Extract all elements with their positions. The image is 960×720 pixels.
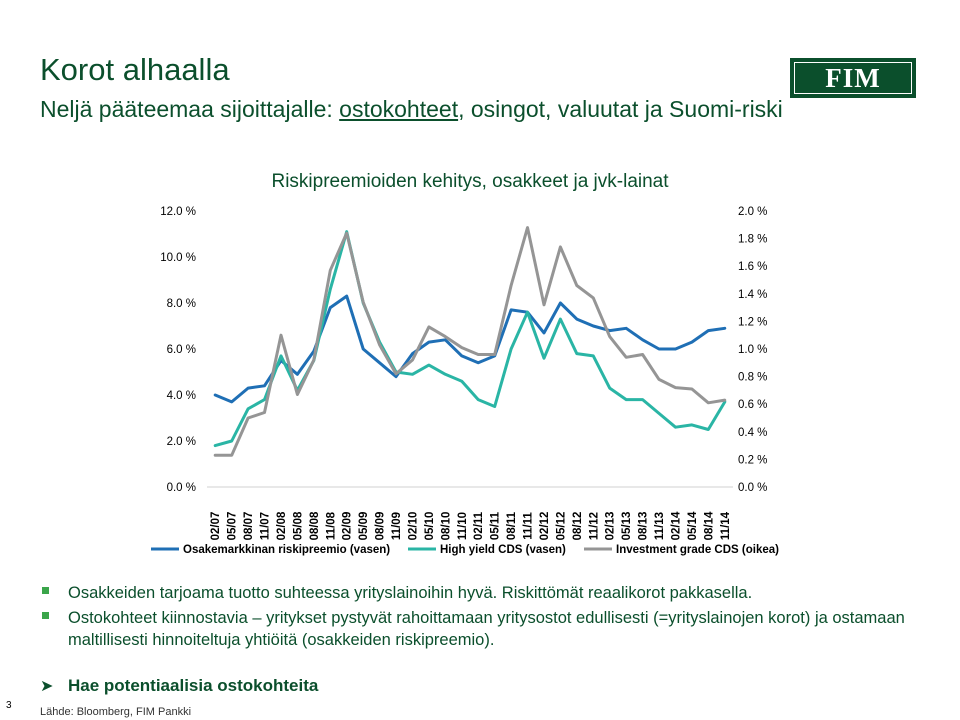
right-axis-tick-label: 2.0 % xyxy=(738,206,767,218)
legend-label: High yield CDS (vasen) xyxy=(440,544,566,556)
right-axis-tick-label: 0.4 % xyxy=(738,427,767,439)
left-axis-tick-label: 12.0 % xyxy=(160,206,196,218)
right-axis-tick-label: 0.8 % xyxy=(738,372,767,384)
bullet-list: Osakkeiden tarjoama tuotto suhteessa yri… xyxy=(40,582,940,654)
bullet-square-icon xyxy=(42,587,49,594)
x-axis-tick-label: 02/10 xyxy=(407,512,419,541)
x-axis-tick-label: 02/07 xyxy=(210,512,222,541)
x-axis-tick-label: 02/09 xyxy=(342,512,354,541)
x-axis-tick-label: 05/13 xyxy=(621,512,633,541)
x-axis-tick-label: 05/14 xyxy=(687,511,699,540)
legend-label: Osakemarkkinan riskipreemio (vasen) xyxy=(183,544,390,556)
x-axis-tick-label: 08/13 xyxy=(638,512,650,541)
right-axis-tick-label: 1.2 % xyxy=(738,316,767,328)
x-axis-tick-label: 02/13 xyxy=(605,512,617,541)
x-axis-tick-label: 08/12 xyxy=(572,512,584,541)
x-axis-tick-label: 05/10 xyxy=(424,512,436,541)
risk-premium-chart: Riskipreemioiden kehitys, osakkeet ja jv… xyxy=(151,171,779,556)
right-axis-tick-label: 0.0 % xyxy=(738,482,767,494)
legend-label: Investment grade CDS (oikea) xyxy=(616,544,779,556)
x-axis-tick-label: 05/09 xyxy=(358,512,370,541)
right-axis-tick-label: 1.6 % xyxy=(738,261,767,273)
x-axis-tick-label: 02/08 xyxy=(276,511,288,540)
x-axis-tick-label: 08/09 xyxy=(375,512,387,541)
left-axis-tick-label: 2.0 % xyxy=(167,436,196,448)
x-axis-tick-label: 02/12 xyxy=(539,512,551,541)
subtitle-pre: Neljä pääteemaa sijoittajalle: xyxy=(40,96,340,122)
fim-logo-text: FIM xyxy=(825,62,881,93)
x-axis-tick-label: 08/08 xyxy=(309,511,321,540)
series-line-3 xyxy=(213,226,727,457)
bullet-square-icon xyxy=(42,612,49,619)
right-axis-tick-label: 1.4 % xyxy=(738,289,767,301)
slide-title: Korot alhaalla xyxy=(40,52,230,87)
arrow-bullet: ➤ Hae potentiaalisia ostokohteita xyxy=(40,676,318,696)
right-axis-tick-label: 0.6 % xyxy=(738,399,767,411)
left-axis-tick-label: 0.0 % xyxy=(167,482,196,494)
x-axis-tick-label: 11/07 xyxy=(260,512,272,540)
chart-title: Riskipreemioiden kehitys, osakkeet ja jv… xyxy=(271,171,669,192)
arrow-bullet-text: Hae potentiaalisia ostokohteita xyxy=(68,676,319,695)
left-axis-tick-label: 4.0 % xyxy=(167,390,196,402)
x-axis-tick-label: 11/08 xyxy=(325,511,337,540)
x-axis-tick-label: 08/10 xyxy=(440,512,452,541)
bullet-text: Ostokohteet kiinnostavia – yritykset pys… xyxy=(68,609,905,649)
x-axis-tick-label: 05/07 xyxy=(227,512,239,541)
slide-subtitle: Neljä pääteemaa sijoittajalle: ostokohte… xyxy=(40,96,783,123)
series-line-2 xyxy=(213,230,727,448)
right-axis-tick-label: 1.0 % xyxy=(738,344,767,356)
x-axis-tick-label: 11/09 xyxy=(391,512,403,540)
bullet-item: Osakkeiden tarjoama tuotto suhteessa yri… xyxy=(40,582,940,604)
x-axis-tick-label: 05/12 xyxy=(555,512,567,541)
x-axis-tick-label: 11/11 xyxy=(523,512,535,540)
x-axis-tick-label: 02/14 xyxy=(670,511,682,540)
x-axis-tick-label: 11/12 xyxy=(588,512,600,540)
x-axis-tick-label: 11/14 xyxy=(720,511,732,540)
subtitle-link: ostokohteet xyxy=(339,96,459,122)
fim-logo-frame: FIM xyxy=(794,62,912,94)
bullet-text: Osakkeiden tarjoama tuotto suhteessa yri… xyxy=(68,584,753,602)
right-axis-tick-label: 0.2 % xyxy=(738,454,767,466)
bullet-item: Ostokohteet kiinnostavia – yritykset pys… xyxy=(40,607,940,651)
arrow-icon: ➤ xyxy=(40,678,54,695)
left-axis-tick-label: 6.0 % xyxy=(167,344,196,356)
right-axis-tick-label: 1.8 % xyxy=(738,234,767,246)
series-line-1 xyxy=(213,294,727,404)
x-axis-tick-label: 05/08 xyxy=(292,511,304,540)
subtitle-post: , osingot, valuutat ja Suomi-riski xyxy=(458,96,783,122)
x-axis-tick-label: 08/07 xyxy=(243,512,255,541)
x-axis-tick-label: 11/13 xyxy=(654,512,666,540)
page-number: 3 xyxy=(6,700,12,711)
left-axis-tick-label: 10.0 % xyxy=(160,252,196,264)
x-axis-tick-label: 02/11 xyxy=(473,511,485,540)
source-note: Lähde: Bloomberg, FIM Pankki xyxy=(40,706,192,718)
fim-logo: FIM xyxy=(790,58,916,98)
x-axis-tick-label: 05/11 xyxy=(490,511,502,540)
left-axis-tick-label: 8.0 % xyxy=(167,298,196,310)
x-axis-tick-label: 11/10 xyxy=(457,512,469,540)
x-axis-tick-label: 08/11 xyxy=(506,511,518,540)
x-axis-tick-label: 08/14 xyxy=(703,511,715,540)
